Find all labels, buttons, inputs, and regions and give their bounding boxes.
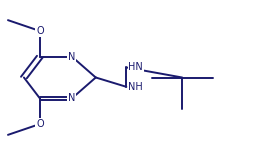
Text: O: O [36,26,44,36]
Text: HN: HN [128,62,143,72]
Text: NH: NH [128,82,143,92]
Text: N: N [68,93,76,103]
Text: O: O [36,119,44,129]
Text: N: N [68,52,76,62]
